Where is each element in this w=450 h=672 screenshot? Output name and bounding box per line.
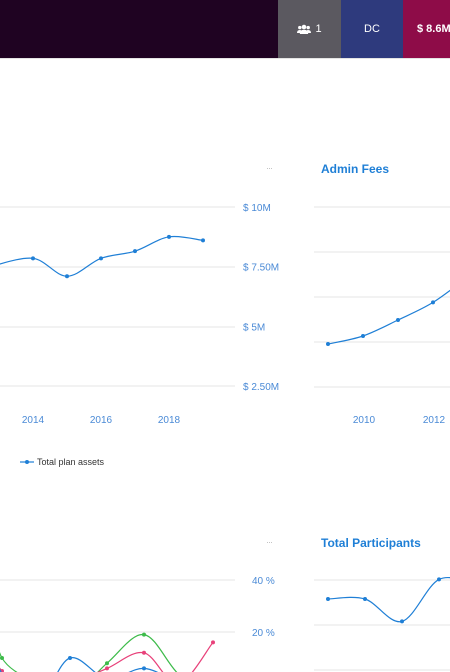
assets-y-tick: $ 5M [243, 322, 265, 333]
assets-x-tick: 2016 [90, 415, 113, 426]
assets-y-tick: $ 10M [243, 203, 271, 214]
percent-series-point [142, 650, 146, 655]
assets-series-point [167, 234, 171, 239]
participants-series-point [326, 597, 330, 601]
admin-fees-series-line [327, 289, 450, 345]
assets-x-tick: 2018 [158, 415, 181, 426]
plan-type-label: DC [364, 23, 380, 35]
admin-fees-series-point [326, 342, 330, 346]
participants-series-point [363, 597, 367, 601]
percent-series-point [105, 661, 109, 666]
assets-series-point [201, 238, 205, 243]
header-divider [0, 58, 450, 59]
participants-series-point [437, 577, 441, 582]
percent-series-point [68, 656, 72, 660]
legend-swatch-point [25, 460, 29, 464]
percent-series-point [211, 640, 215, 645]
percent-series-line [0, 633, 178, 672]
percent-series-line [0, 657, 159, 672]
percent-series-point [0, 656, 4, 660]
assets-y-tick: $ 2.50M [243, 382, 279, 393]
users-count: 1 [315, 23, 322, 35]
assets-y-tick: $ 7.50M [243, 263, 279, 274]
admin-fees-x-tick: 2012 [423, 415, 446, 426]
percent-series-point [142, 666, 146, 671]
assets-series-point [65, 274, 69, 279]
assets-x-tick: 2014 [22, 415, 45, 426]
legend-label: Total plan assets [37, 457, 105, 467]
admin-fees-title: Admin Fees [321, 162, 390, 176]
admin-fees-series-point [431, 300, 435, 305]
total-participants-title: Total Participants [321, 536, 421, 550]
assets-series-point [31, 256, 35, 261]
percent-series-point [142, 632, 146, 637]
users-icon [297, 24, 312, 34]
admin-fees-x-tick: 2010 [353, 415, 376, 426]
participants-series-line [327, 576, 450, 623]
assets-series-point [99, 256, 103, 261]
assets-series-line [0, 235, 204, 277]
assets-series-point [133, 249, 137, 254]
users-button[interactable]: 1 [278, 0, 341, 58]
percent-y-tick: 40 % [252, 576, 275, 587]
admin-fees-series-point [361, 334, 365, 338]
chart-menu-button[interactable]: ··· [266, 163, 273, 173]
admin-fees-series-point [396, 318, 400, 322]
participants-series-point [400, 619, 404, 624]
chart-menu-button[interactable]: ··· [266, 537, 273, 547]
assets-summary-label: $ 8.6M [417, 23, 450, 35]
assets-summary-button[interactable]: $ 8.6M [403, 0, 450, 58]
plan-type-button[interactable]: DC [341, 0, 403, 58]
percent-series-point [105, 666, 109, 671]
percent-y-tick: 20 % [252, 628, 275, 639]
